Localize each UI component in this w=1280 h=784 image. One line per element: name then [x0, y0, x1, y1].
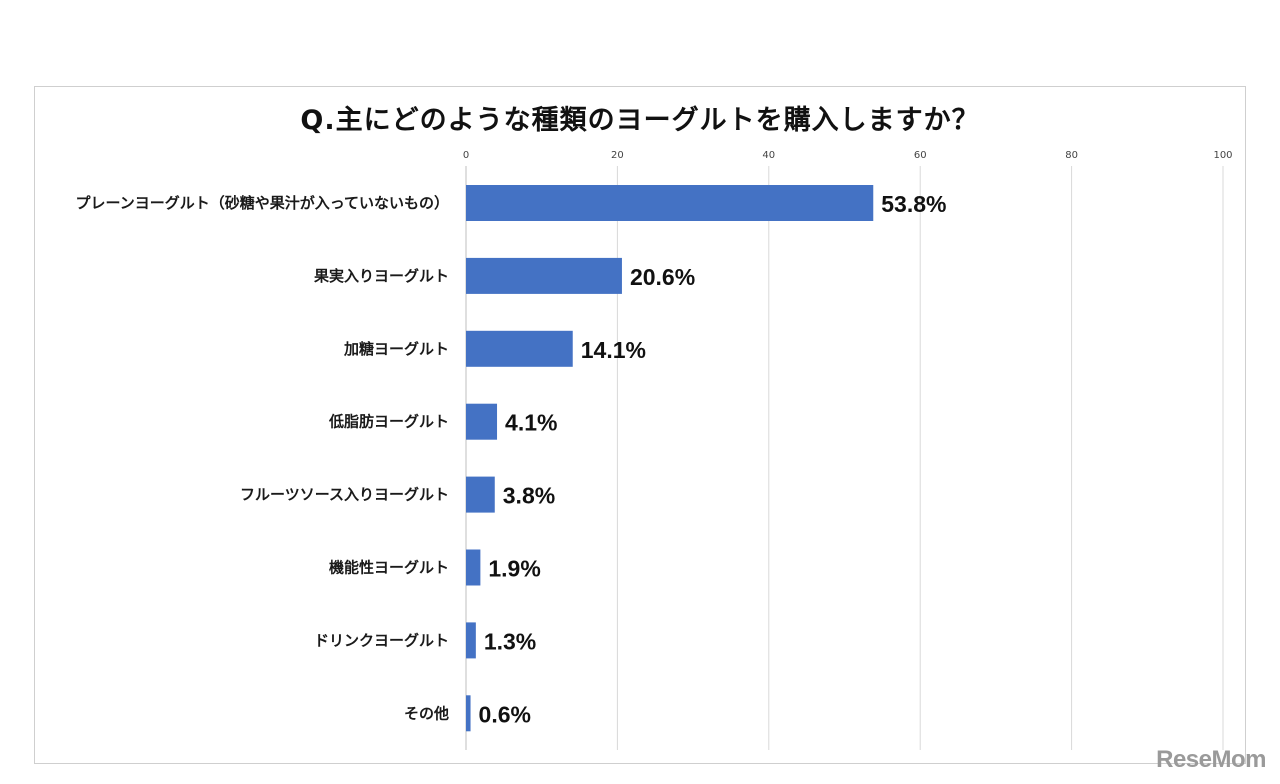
chart-title: Q.主にどのような種類のヨーグルトを購入しますか？: [300, 105, 980, 136]
bar: [466, 476, 495, 513]
bar: [466, 549, 481, 586]
data-label: 1.3%: [484, 628, 536, 654]
data-label: 4.1%: [505, 410, 557, 436]
chart-frame: [34, 86, 1246, 764]
x-tick-label: 80: [1065, 150, 1078, 161]
data-label: 1.9%: [488, 556, 540, 582]
x-tick-label: 40: [762, 150, 775, 161]
x-tick-label: 100: [1213, 150, 1232, 161]
data-label: 20.6%: [630, 264, 695, 290]
x-tick-label: 60: [914, 150, 927, 161]
category-label: 低脂肪ヨーグルト: [328, 413, 449, 431]
x-tick-label: 0: [463, 150, 469, 161]
bar: [466, 330, 573, 367]
x-tick-label: 20: [611, 150, 624, 161]
category-label: フルーツソース入りヨーグルト: [240, 486, 449, 504]
category-label: 加糖ヨーグルト: [343, 340, 449, 358]
bar: [466, 695, 471, 732]
data-label: 14.1%: [581, 337, 646, 363]
category-label: その他: [404, 704, 449, 722]
category-label: 機能性ヨーグルト: [329, 559, 449, 577]
category-label: ドリンクヨーグルト: [314, 631, 449, 649]
resemom-logo: ReseMom: [1156, 746, 1266, 773]
bar: [466, 403, 498, 440]
category-label: 果実入りヨーグルト: [313, 267, 449, 285]
bar: [466, 185, 874, 221]
data-label: 3.8%: [503, 483, 555, 509]
category-label: プレーンヨーグルト（砂糖や果汁が入っていないもの）: [75, 194, 449, 212]
bar: [466, 622, 476, 659]
data-label: 0.6%: [479, 701, 531, 727]
data-label: 53.8%: [881, 191, 946, 217]
bar: [466, 257, 622, 294]
